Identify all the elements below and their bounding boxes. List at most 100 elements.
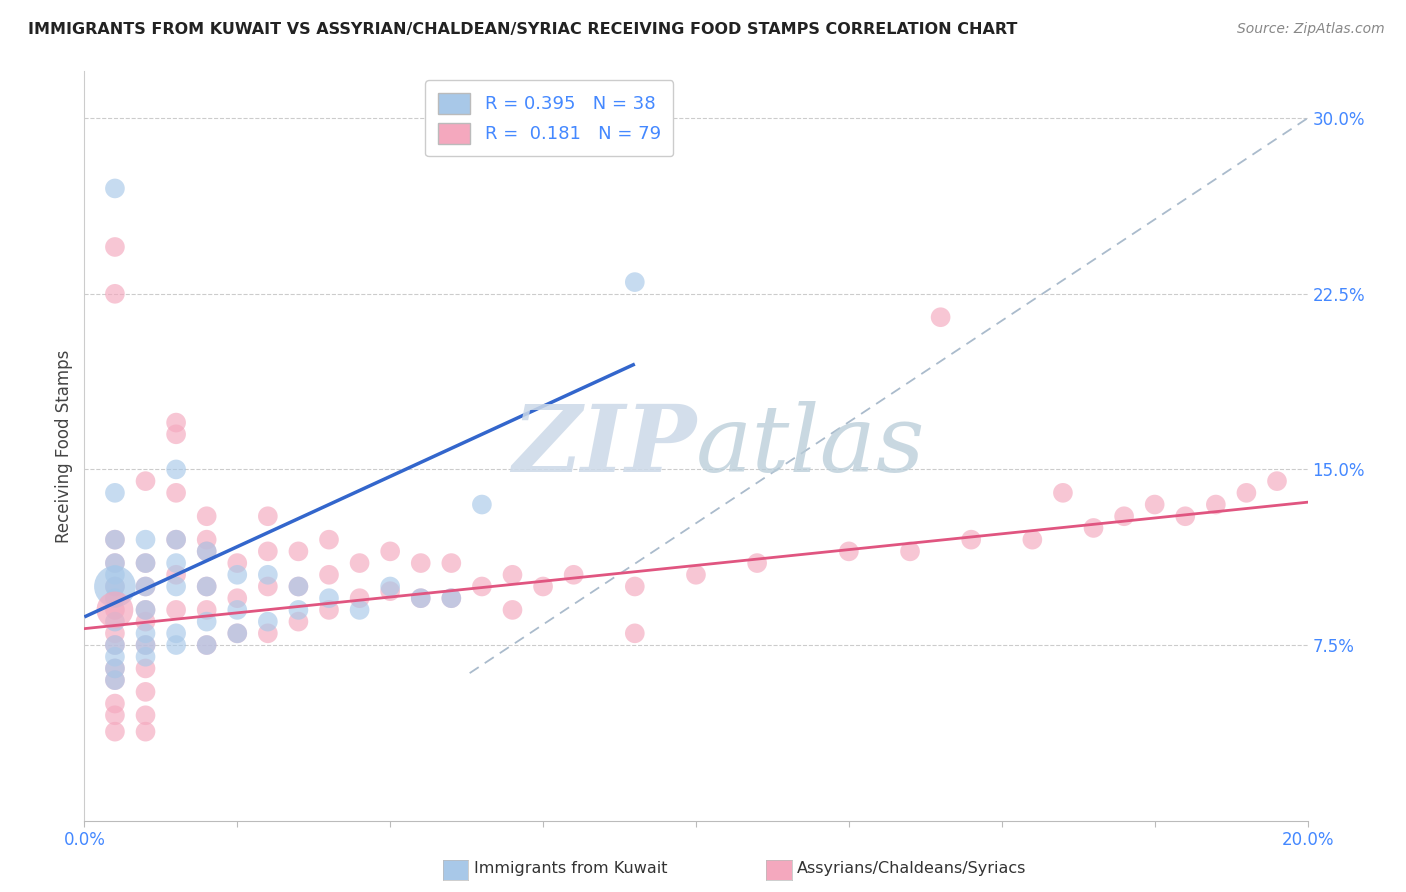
- Point: [195, 509, 218, 524]
- Point: [104, 661, 127, 675]
- Point: [318, 603, 340, 617]
- Point: [380, 580, 402, 594]
- Point: [104, 603, 127, 617]
- Point: [1114, 509, 1136, 524]
- Legend: R = 0.395   N = 38, R =  0.181   N = 79: R = 0.395 N = 38, R = 0.181 N = 79: [425, 80, 673, 156]
- Point: [135, 708, 157, 723]
- Point: [165, 462, 187, 476]
- Point: [135, 724, 157, 739]
- Point: [287, 603, 309, 617]
- Point: [135, 603, 157, 617]
- Point: [287, 615, 309, 629]
- Point: [104, 638, 127, 652]
- Text: Immigrants from Kuwait: Immigrants from Kuwait: [474, 862, 668, 876]
- Point: [409, 591, 432, 606]
- Point: [440, 591, 463, 606]
- Point: [685, 567, 707, 582]
- Point: [135, 661, 157, 675]
- Point: [226, 591, 249, 606]
- Point: [349, 556, 371, 570]
- Text: IMMIGRANTS FROM KUWAIT VS ASSYRIAN/CHALDEAN/SYRIAC RECEIVING FOOD STAMPS CORRELA: IMMIGRANTS FROM KUWAIT VS ASSYRIAN/CHALD…: [28, 22, 1018, 37]
- Point: [104, 708, 127, 723]
- Point: [898, 544, 921, 558]
- Point: [165, 533, 187, 547]
- Point: [257, 615, 280, 629]
- Point: [195, 544, 218, 558]
- Point: [257, 567, 280, 582]
- Point: [135, 649, 157, 664]
- Point: [165, 603, 187, 617]
- Point: [287, 544, 309, 558]
- Point: [195, 533, 218, 547]
- Point: [104, 567, 127, 582]
- Point: [104, 649, 127, 664]
- Point: [1236, 485, 1258, 500]
- Point: [104, 485, 127, 500]
- Point: [104, 603, 127, 617]
- Point: [104, 626, 127, 640]
- Point: [1021, 533, 1043, 547]
- Point: [440, 591, 463, 606]
- Point: [135, 615, 157, 629]
- Text: ZIP: ZIP: [512, 401, 696, 491]
- Point: [104, 580, 127, 594]
- Point: [349, 603, 371, 617]
- Point: [624, 580, 647, 594]
- Point: [165, 567, 187, 582]
- Point: [226, 556, 249, 570]
- Point: [1052, 485, 1074, 500]
- Point: [104, 240, 127, 254]
- Point: [104, 661, 127, 675]
- Point: [104, 673, 127, 688]
- Point: [349, 591, 371, 606]
- Point: [165, 626, 187, 640]
- Point: [318, 567, 340, 582]
- Point: [135, 533, 157, 547]
- Point: [960, 533, 983, 547]
- Point: [257, 580, 280, 594]
- Point: [1143, 498, 1166, 512]
- Point: [226, 567, 249, 582]
- Point: [135, 638, 157, 652]
- Y-axis label: Receiving Food Stamps: Receiving Food Stamps: [55, 350, 73, 542]
- Point: [1083, 521, 1105, 535]
- Point: [502, 567, 524, 582]
- Point: [257, 626, 280, 640]
- Point: [104, 533, 127, 547]
- Text: Assyrians/Chaldeans/Syriacs: Assyrians/Chaldeans/Syriacs: [797, 862, 1026, 876]
- Point: [165, 638, 187, 652]
- Point: [257, 509, 280, 524]
- Point: [318, 591, 340, 606]
- Point: [165, 556, 187, 570]
- Point: [380, 584, 402, 599]
- Point: [195, 580, 218, 594]
- Point: [104, 556, 127, 570]
- Point: [195, 638, 218, 652]
- Point: [135, 580, 157, 594]
- Point: [409, 591, 432, 606]
- Point: [165, 427, 187, 442]
- Point: [104, 697, 127, 711]
- Point: [226, 626, 249, 640]
- Point: [195, 580, 218, 594]
- Point: [195, 603, 218, 617]
- Text: atlas: atlas: [696, 401, 925, 491]
- Point: [104, 286, 127, 301]
- Point: [165, 485, 187, 500]
- Text: Source: ZipAtlas.com: Source: ZipAtlas.com: [1237, 22, 1385, 37]
- Point: [195, 638, 218, 652]
- Point: [226, 603, 249, 617]
- Point: [838, 544, 860, 558]
- Point: [624, 626, 647, 640]
- Point: [287, 580, 309, 594]
- Point: [380, 544, 402, 558]
- Point: [104, 673, 127, 688]
- Point: [104, 724, 127, 739]
- Point: [531, 580, 554, 594]
- Point: [318, 533, 340, 547]
- Point: [287, 580, 309, 594]
- Point: [471, 580, 494, 594]
- Point: [135, 638, 157, 652]
- Point: [104, 615, 127, 629]
- Point: [135, 556, 157, 570]
